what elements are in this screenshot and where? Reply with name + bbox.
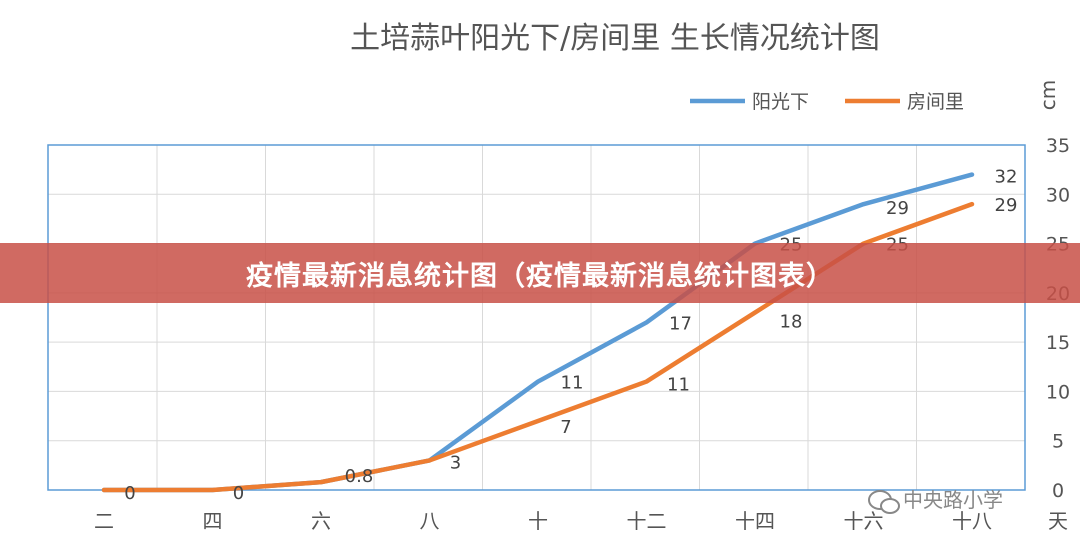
y-tick-label: 30 — [1046, 184, 1070, 206]
data-labels: 000.831117252932711182529 — [124, 167, 1017, 504]
headline-banner: 疫情最新消息统计图（疫情最新消息统计图表） — [0, 243, 1080, 303]
x-tick-label: 十二 — [627, 509, 667, 533]
series-line-1 — [101, 172, 975, 493]
data-label: 11 — [667, 375, 690, 396]
y-tick-label: 35 — [1046, 135, 1070, 157]
data-label: 7 — [560, 417, 571, 438]
watermark: 中央路小学 — [868, 488, 1003, 514]
data-label: 29 — [995, 195, 1018, 216]
grid-lines — [48, 145, 1025, 490]
data-label: 0.8 — [345, 466, 374, 487]
banner-title: 疫情最新消息统计图（疫情最新消息统计图表） — [246, 260, 834, 292]
data-label: 0 — [124, 483, 135, 504]
series-lines — [101, 172, 975, 493]
data-label: 32 — [995, 167, 1018, 188]
x-tick-label: 六 — [311, 509, 331, 533]
data-label: 0 — [233, 483, 244, 504]
x-axis-ticks: 二 四 六 八 十 十二 十四 十六 十八 天 — [94, 509, 1068, 533]
watermark-text: 中央路小学 — [903, 488, 1003, 512]
legend-label: 阳光下 — [752, 91, 809, 113]
legend-label: 房间里 — [907, 91, 964, 113]
y-axis-ticks: 05101520253035 — [1046, 135, 1070, 502]
data-label: 17 — [669, 313, 692, 334]
x-tick-label: 十八 — [952, 509, 992, 533]
x-tick-label: 二 — [94, 509, 114, 533]
data-label: 18 — [780, 312, 803, 333]
x-tick-label: 十四 — [735, 509, 775, 533]
data-label: 3 — [450, 452, 461, 473]
data-label: 11 — [561, 373, 584, 394]
data-label: 29 — [886, 198, 909, 219]
x-tick-label: 天 — [1048, 509, 1068, 533]
x-tick-label: 十 — [528, 509, 548, 533]
wechat-icon — [868, 490, 900, 514]
chart-title: 土培蒜叶阳光下/房间里 生长情况统计图 — [350, 21, 880, 56]
y-tick-label: 5 — [1052, 431, 1064, 453]
y-unit-label: cm — [1036, 80, 1060, 110]
y-tick-label: 15 — [1046, 332, 1070, 354]
y-tick-label: 0 — [1052, 480, 1064, 502]
x-tick-label: 四 — [203, 509, 223, 533]
x-tick-label: 十六 — [844, 509, 884, 533]
x-tick-label: 八 — [420, 509, 440, 533]
plot-area — [47, 144, 1026, 491]
plot-border — [47, 144, 1026, 491]
y-tick-label: 10 — [1046, 381, 1070, 403]
legend: 阳光下 房间里 — [690, 91, 964, 113]
